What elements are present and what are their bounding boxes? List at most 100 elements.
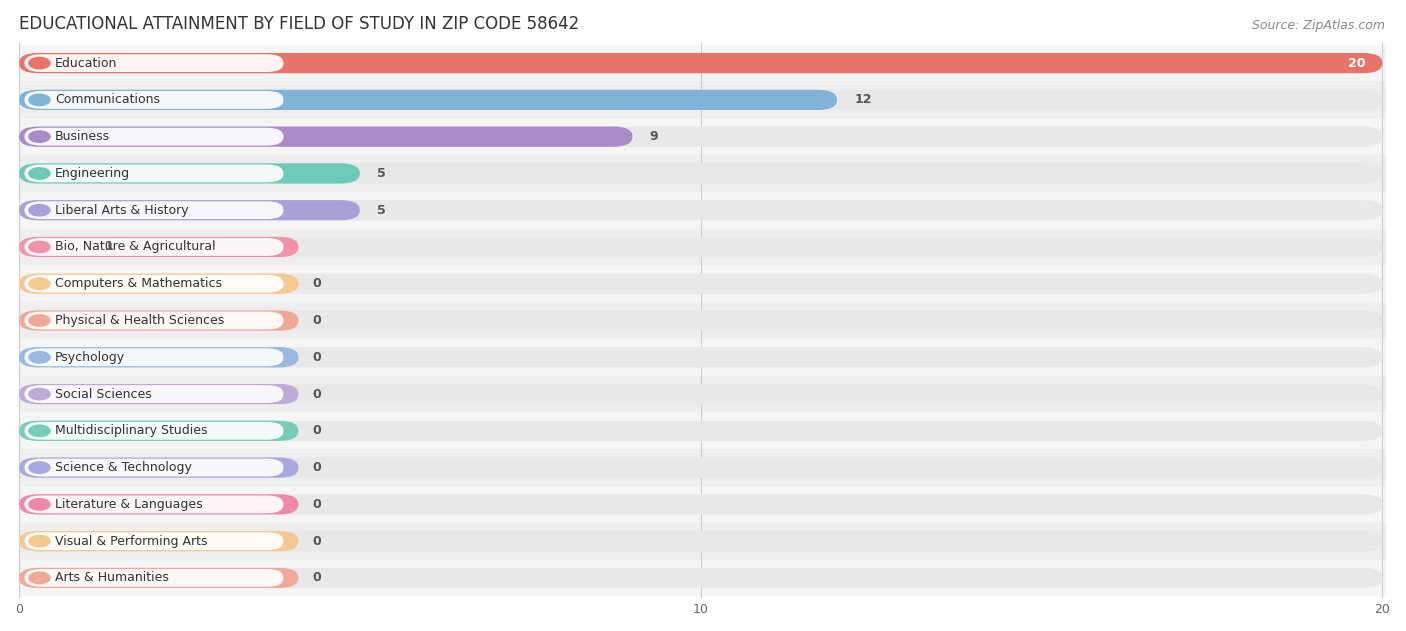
- FancyBboxPatch shape: [20, 90, 837, 110]
- Text: Source: ZipAtlas.com: Source: ZipAtlas.com: [1251, 19, 1385, 32]
- FancyBboxPatch shape: [24, 165, 284, 182]
- FancyBboxPatch shape: [20, 53, 1382, 73]
- Text: 0: 0: [312, 461, 321, 474]
- Bar: [20, 302, 1386, 339]
- FancyBboxPatch shape: [20, 127, 1382, 147]
- Text: Liberal Arts & History: Liberal Arts & History: [55, 204, 188, 216]
- Text: 0: 0: [312, 424, 321, 437]
- Text: 12: 12: [853, 93, 872, 107]
- Text: Psychology: Psychology: [55, 351, 125, 364]
- FancyBboxPatch shape: [24, 275, 284, 293]
- Text: 9: 9: [650, 130, 658, 143]
- FancyBboxPatch shape: [20, 568, 1382, 588]
- Bar: [20, 375, 1386, 413]
- FancyBboxPatch shape: [24, 422, 284, 440]
- Circle shape: [30, 462, 51, 473]
- FancyBboxPatch shape: [24, 312, 284, 329]
- Text: Multidisciplinary Studies: Multidisciplinary Studies: [55, 424, 208, 437]
- FancyBboxPatch shape: [20, 347, 1382, 367]
- FancyBboxPatch shape: [20, 384, 298, 404]
- FancyBboxPatch shape: [20, 163, 1382, 184]
- Circle shape: [30, 572, 51, 584]
- FancyBboxPatch shape: [20, 237, 1382, 257]
- Circle shape: [30, 204, 51, 216]
- Text: 0: 0: [312, 534, 321, 548]
- Circle shape: [30, 498, 51, 510]
- FancyBboxPatch shape: [20, 53, 1382, 73]
- Bar: [20, 45, 1386, 81]
- Text: Education: Education: [55, 57, 118, 69]
- FancyBboxPatch shape: [20, 421, 298, 441]
- FancyBboxPatch shape: [20, 531, 298, 551]
- Text: 1: 1: [104, 240, 112, 254]
- Text: Bio, Nature & Agricultural: Bio, Nature & Agricultural: [55, 240, 215, 254]
- Text: Computers & Mathematics: Computers & Mathematics: [55, 277, 222, 290]
- Bar: [20, 339, 1386, 375]
- FancyBboxPatch shape: [20, 274, 1382, 294]
- Text: 0: 0: [312, 314, 321, 327]
- Circle shape: [30, 131, 51, 143]
- FancyBboxPatch shape: [20, 494, 298, 514]
- FancyBboxPatch shape: [24, 54, 284, 72]
- FancyBboxPatch shape: [20, 421, 1382, 441]
- FancyBboxPatch shape: [24, 569, 284, 587]
- Circle shape: [30, 94, 51, 105]
- Bar: [20, 228, 1386, 266]
- Bar: [20, 81, 1386, 118]
- FancyBboxPatch shape: [20, 457, 1382, 478]
- Text: Literature & Languages: Literature & Languages: [55, 498, 202, 511]
- Circle shape: [30, 57, 51, 69]
- Bar: [20, 560, 1386, 596]
- Bar: [20, 413, 1386, 449]
- FancyBboxPatch shape: [24, 459, 284, 476]
- Text: Communications: Communications: [55, 93, 160, 107]
- Circle shape: [30, 241, 51, 252]
- FancyBboxPatch shape: [24, 385, 284, 403]
- Text: EDUCATIONAL ATTAINMENT BY FIELD OF STUDY IN ZIP CODE 58642: EDUCATIONAL ATTAINMENT BY FIELD OF STUDY…: [20, 15, 579, 33]
- FancyBboxPatch shape: [20, 531, 1382, 551]
- FancyBboxPatch shape: [20, 457, 298, 478]
- FancyBboxPatch shape: [24, 532, 284, 550]
- Bar: [20, 266, 1386, 302]
- FancyBboxPatch shape: [24, 127, 284, 146]
- FancyBboxPatch shape: [20, 163, 360, 184]
- FancyBboxPatch shape: [20, 494, 1382, 514]
- FancyBboxPatch shape: [20, 200, 1382, 220]
- FancyBboxPatch shape: [20, 237, 298, 257]
- FancyBboxPatch shape: [24, 495, 284, 513]
- FancyBboxPatch shape: [24, 348, 284, 366]
- Circle shape: [30, 425, 51, 437]
- Text: Social Sciences: Social Sciences: [55, 387, 152, 401]
- Bar: [20, 192, 1386, 228]
- Text: Science & Technology: Science & Technology: [55, 461, 193, 474]
- Text: 0: 0: [312, 572, 321, 584]
- Circle shape: [30, 278, 51, 290]
- Text: Visual & Performing Arts: Visual & Performing Arts: [55, 534, 208, 548]
- Text: Engineering: Engineering: [55, 167, 131, 180]
- Text: 5: 5: [377, 167, 385, 180]
- Bar: [20, 522, 1386, 560]
- FancyBboxPatch shape: [20, 384, 1382, 404]
- FancyBboxPatch shape: [20, 347, 298, 367]
- Text: 0: 0: [312, 277, 321, 290]
- Text: 0: 0: [312, 387, 321, 401]
- Text: 5: 5: [377, 204, 385, 216]
- Text: 0: 0: [312, 351, 321, 364]
- FancyBboxPatch shape: [24, 91, 284, 109]
- Circle shape: [30, 315, 51, 326]
- FancyBboxPatch shape: [20, 310, 298, 331]
- FancyBboxPatch shape: [20, 568, 298, 588]
- Circle shape: [30, 388, 51, 400]
- Circle shape: [30, 536, 51, 547]
- Text: 0: 0: [312, 498, 321, 511]
- FancyBboxPatch shape: [20, 127, 633, 147]
- FancyBboxPatch shape: [24, 201, 284, 219]
- Bar: [20, 118, 1386, 155]
- FancyBboxPatch shape: [20, 90, 1382, 110]
- Bar: [20, 486, 1386, 522]
- Circle shape: [30, 168, 51, 179]
- FancyBboxPatch shape: [20, 310, 1382, 331]
- FancyBboxPatch shape: [24, 238, 284, 256]
- Bar: [20, 155, 1386, 192]
- Text: Business: Business: [55, 130, 110, 143]
